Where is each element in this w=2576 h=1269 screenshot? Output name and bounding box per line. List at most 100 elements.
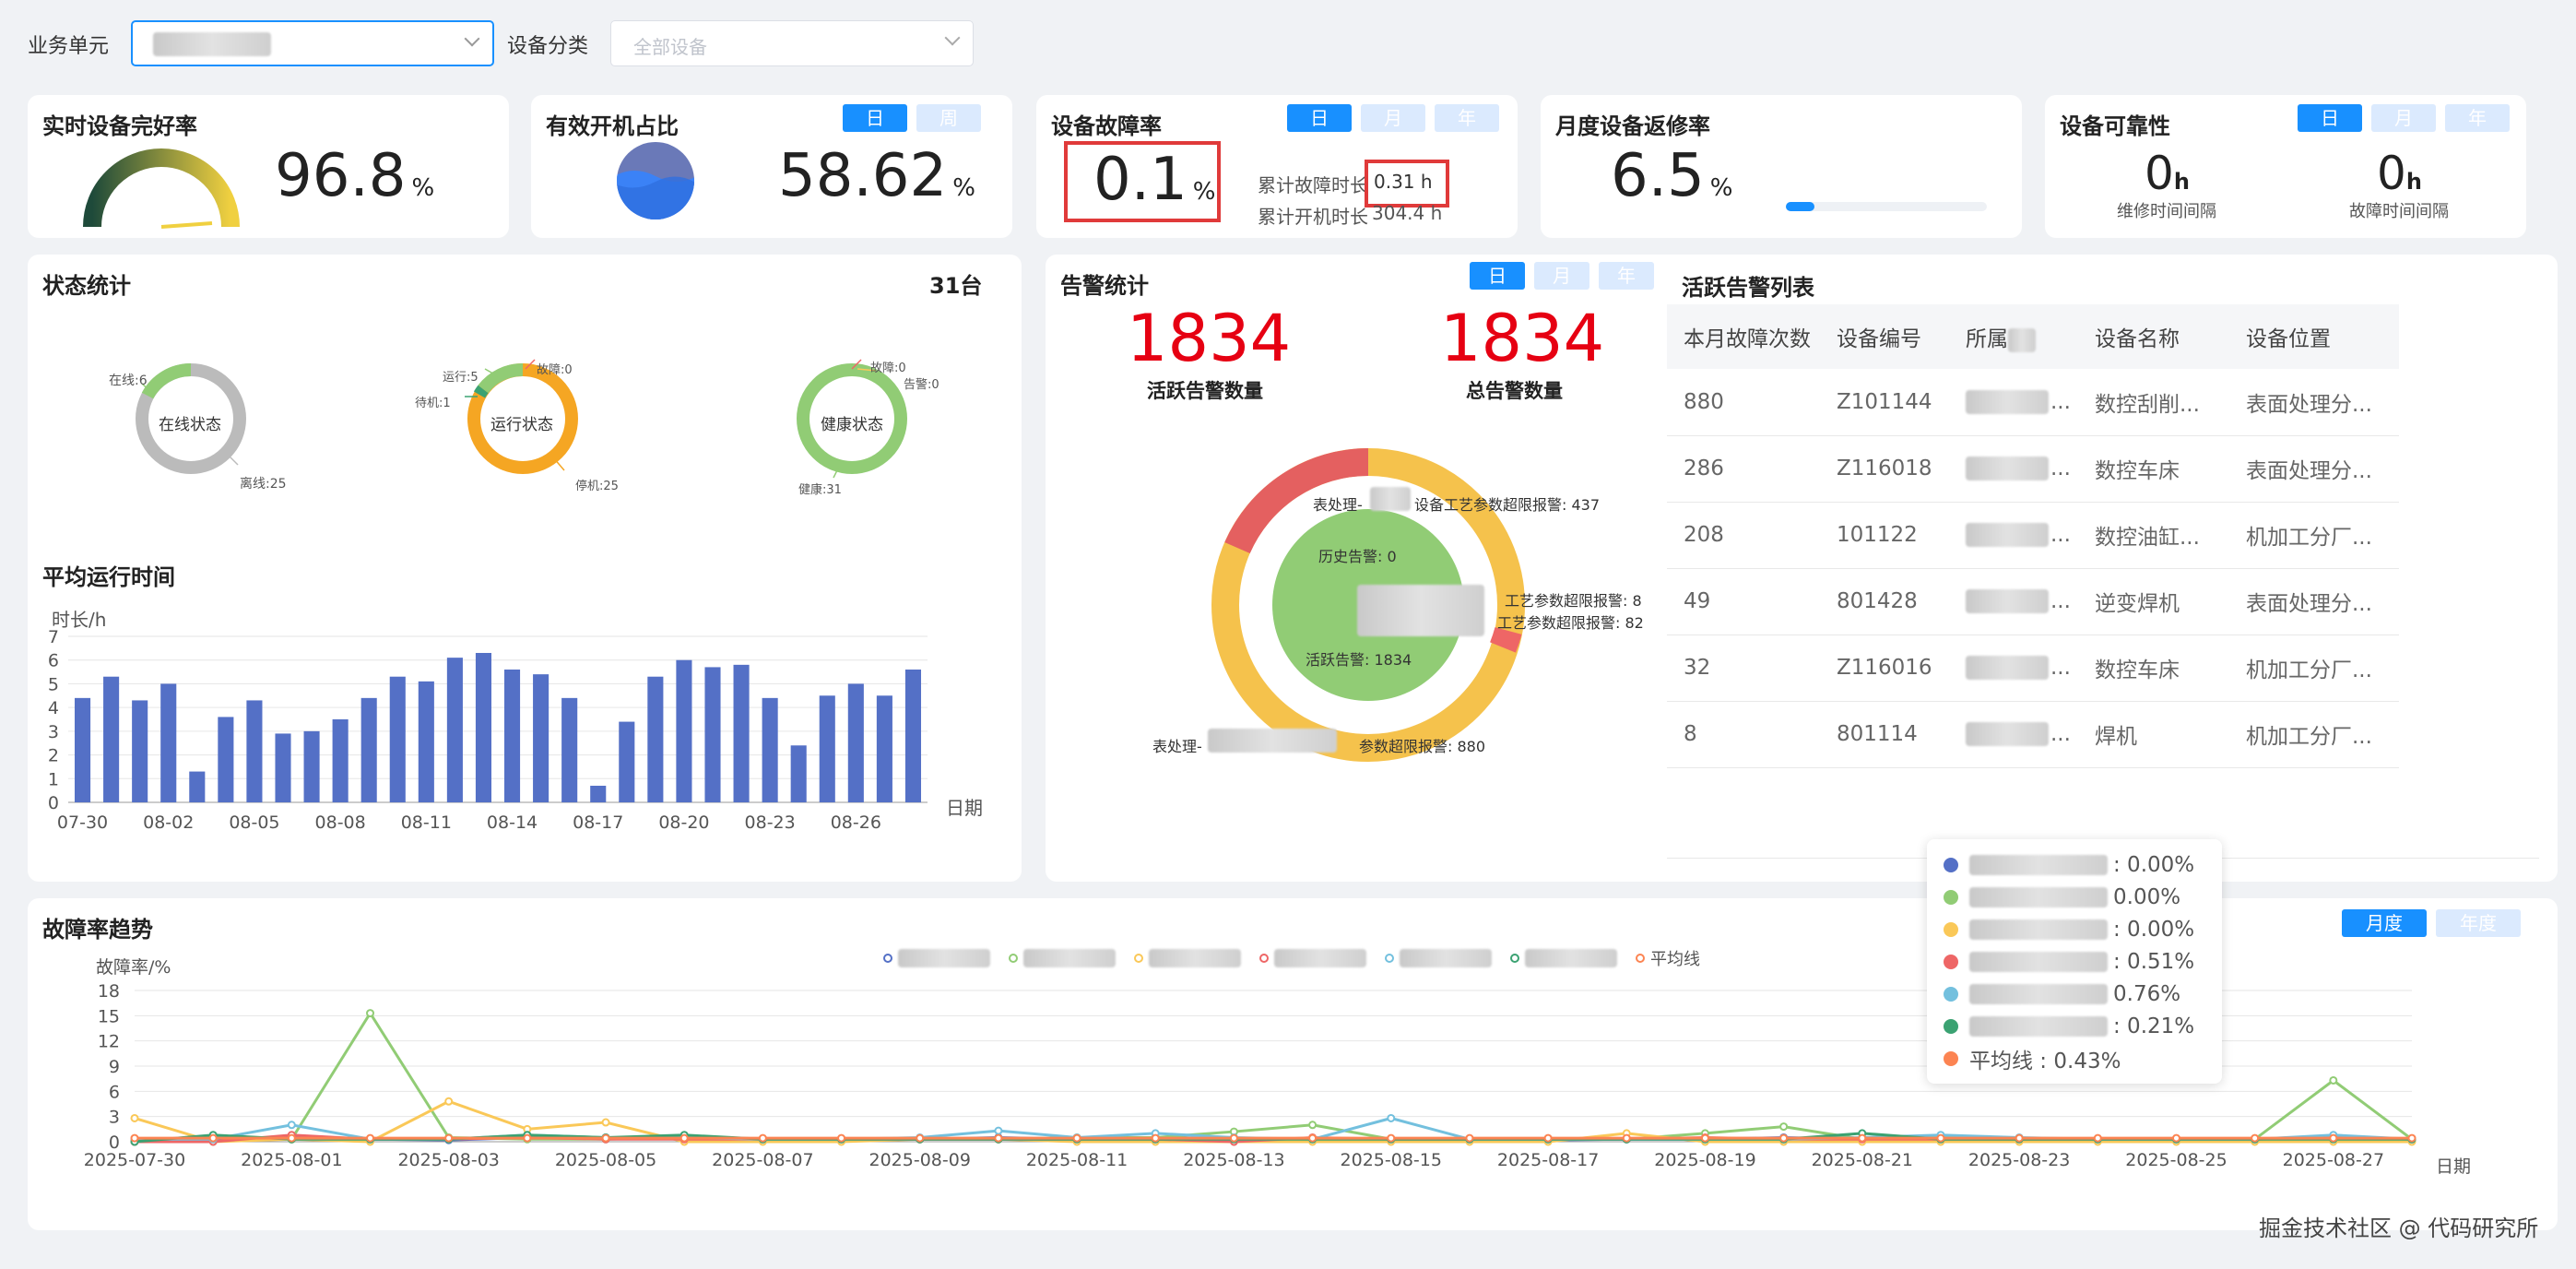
legend-item[interactable] [1134, 949, 1241, 967]
donut-running-standby-label: 待机:1 [415, 397, 451, 410]
y-tick-label: 2 [48, 746, 59, 766]
tooltip-value: : 0.00% [2113, 852, 2195, 877]
kpi-repair-card: 月度设备返修率 6.5% [1541, 95, 2022, 238]
legend-dot [1385, 954, 1394, 963]
trend-tooltip: : 0.00% 0.00%: 0.00%: 0.51% 0.76%: 0.21% 平均… [1927, 839, 2222, 1084]
legend-dot [1134, 954, 1143, 963]
table-cell: Z116018 [1820, 435, 1949, 503]
table-row[interactable]: 208 101122... 数控油缸... 机加工分厂... [1667, 502, 2399, 569]
x-tick-label: 2025-08-07 [712, 1150, 813, 1170]
legend-item[interactable] [1385, 949, 1492, 967]
table-row[interactable]: 8 801114... 焊机 机加工分厂... [1667, 701, 2399, 768]
tooltip-value: 0.00% [2113, 884, 2181, 909]
table-cell: 101122 [1820, 502, 1949, 569]
gauge-needle [160, 221, 213, 229]
legend-item[interactable]: 平均线 [1636, 946, 1700, 970]
tab-day[interactable]: 日 [2298, 104, 2362, 132]
kpi-intact-value: 96.8% [275, 142, 435, 210]
y-tick-label: 0 [48, 793, 59, 813]
series-point [366, 1009, 375, 1018]
tab-month[interactable]: 月 [1534, 262, 1589, 290]
total-alarm-label: 总告警数量 [1466, 380, 1563, 402]
series-point [130, 1133, 139, 1143]
avg-runtime-xlabel: 日期 [946, 797, 983, 819]
tab-yearly[interactable]: 年度 [2436, 909, 2521, 937]
bar [676, 659, 692, 802]
x-tick-label: 2025-08-17 [1497, 1150, 1599, 1170]
unit-label: 业务单元 [28, 35, 110, 58]
tab-year[interactable]: 年 [1435, 104, 1499, 132]
tooltip-row: 平均线 : 0.43% [1944, 1042, 2205, 1074]
trend-legend: 平均线 [883, 946, 1719, 970]
legend-item[interactable] [1510, 949, 1617, 967]
mtbf-value: 0h [2377, 147, 2422, 200]
col-owner: 所属 [1949, 304, 2078, 369]
active-alarm-label: 活跃告警数量 [1147, 380, 1263, 402]
tab-monthly[interactable]: 月度 [2342, 909, 2427, 937]
category-select-placeholder: 全部设备 [633, 36, 707, 58]
bar [275, 733, 291, 802]
donut-health [797, 359, 907, 479]
table-cell: 32 [1667, 634, 1820, 702]
tooltip-dot [1944, 857, 1958, 872]
unit-select[interactable] [131, 20, 494, 66]
table-row[interactable]: 286 Z116018... 数控车床 表面处理分... [1667, 435, 2399, 503]
x-tick-label: 2025-07-30 [84, 1150, 185, 1170]
series-point [1072, 1133, 1081, 1143]
bar [475, 653, 492, 802]
tab-month[interactable]: 月 [2371, 104, 2436, 132]
chevron-down-icon [464, 30, 480, 47]
kpi-reliability-title: 设备可靠性 [2060, 113, 2170, 139]
col-device-location: 设备位置 [2229, 304, 2399, 369]
table-cell: 表面处理分... [2229, 369, 2399, 436]
series-point [601, 1118, 610, 1127]
bar [103, 676, 120, 802]
table-cell: 数控车床 [2078, 435, 2229, 503]
legend-item[interactable] [883, 949, 990, 967]
table-cell: 801428 [1820, 568, 1949, 635]
tab-month[interactable]: 月 [1361, 104, 1425, 132]
category-select[interactable]: 全部设备 [610, 20, 974, 66]
series-line [134, 1099, 2412, 1144]
repair-progress-fill [1786, 202, 1815, 211]
y-tick-label: 18 [98, 981, 120, 1002]
table-cell: 数控油缸... [2078, 502, 2229, 569]
bar [246, 700, 263, 802]
series-point [2329, 1075, 2338, 1085]
tab-day[interactable]: 日 [1470, 262, 1525, 290]
tab-day[interactable]: 日 [843, 104, 907, 132]
tab-year[interactable]: 年 [1599, 262, 1654, 290]
table-row[interactable]: 32 Z116016... 数控车床 机加工分厂... [1667, 634, 2399, 702]
legend-dot [1259, 954, 1269, 963]
active-alarm-list-title: 活跃告警列表 [1682, 275, 1814, 301]
table-cell: ... [1949, 568, 2078, 635]
legend-dot [1009, 954, 1018, 963]
tab-day[interactable]: 日 [1287, 104, 1352, 132]
table-row[interactable]: 49 801428... 逆变焊机 表面处理分... [1667, 568, 2399, 635]
tab-year[interactable]: 年 [2445, 104, 2510, 132]
pie-label-a-blur [1370, 487, 1411, 511]
reliability-tabs: 日 月 年 [2298, 104, 2510, 132]
pie-history-label: 历史告警: 0 [1318, 548, 1397, 565]
x-tick-label: 2025-08-19 [1654, 1150, 1755, 1170]
bar [218, 717, 234, 802]
bar [446, 658, 463, 802]
filter-bar: 业务单元 设备分类 全部设备 [28, 18, 1042, 66]
poweron-tabs: 日 周 [843, 104, 981, 132]
tooltip-row: : 0.51% [1944, 945, 2205, 978]
donut-running-fault-label: 故障:0 [537, 363, 573, 377]
table-row[interactable]: 880 Z101144... 数控刮削... 表面处理分... [1667, 369, 2399, 436]
series-point [601, 1133, 610, 1143]
table-cell: 表面处理分... [2229, 568, 2399, 635]
series-point [1858, 1133, 1867, 1143]
legend-item[interactable] [1259, 949, 1366, 967]
x-tick-label: 08-26 [831, 812, 881, 833]
tab-week[interactable]: 周 [916, 104, 981, 132]
x-tick-label: 2025-08-23 [1968, 1150, 2070, 1170]
active-alarm-table: 本月故障次数 设备编号 所属 设备名称 设备位置 880 Z101144... 数控… [1667, 304, 2399, 768]
mtbf-label: 故障时间间隔 [2349, 202, 2449, 221]
legend-item[interactable] [1009, 949, 1116, 967]
tooltip-dot [1944, 1018, 1958, 1034]
series-point [1543, 1133, 1553, 1143]
series-point [2329, 1133, 2338, 1143]
